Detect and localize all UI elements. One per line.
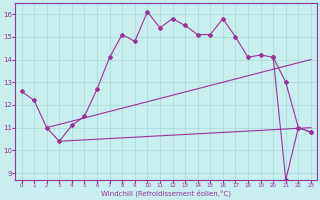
X-axis label: Windchill (Refroidissement éolien,°C): Windchill (Refroidissement éolien,°C) (101, 190, 231, 197)
